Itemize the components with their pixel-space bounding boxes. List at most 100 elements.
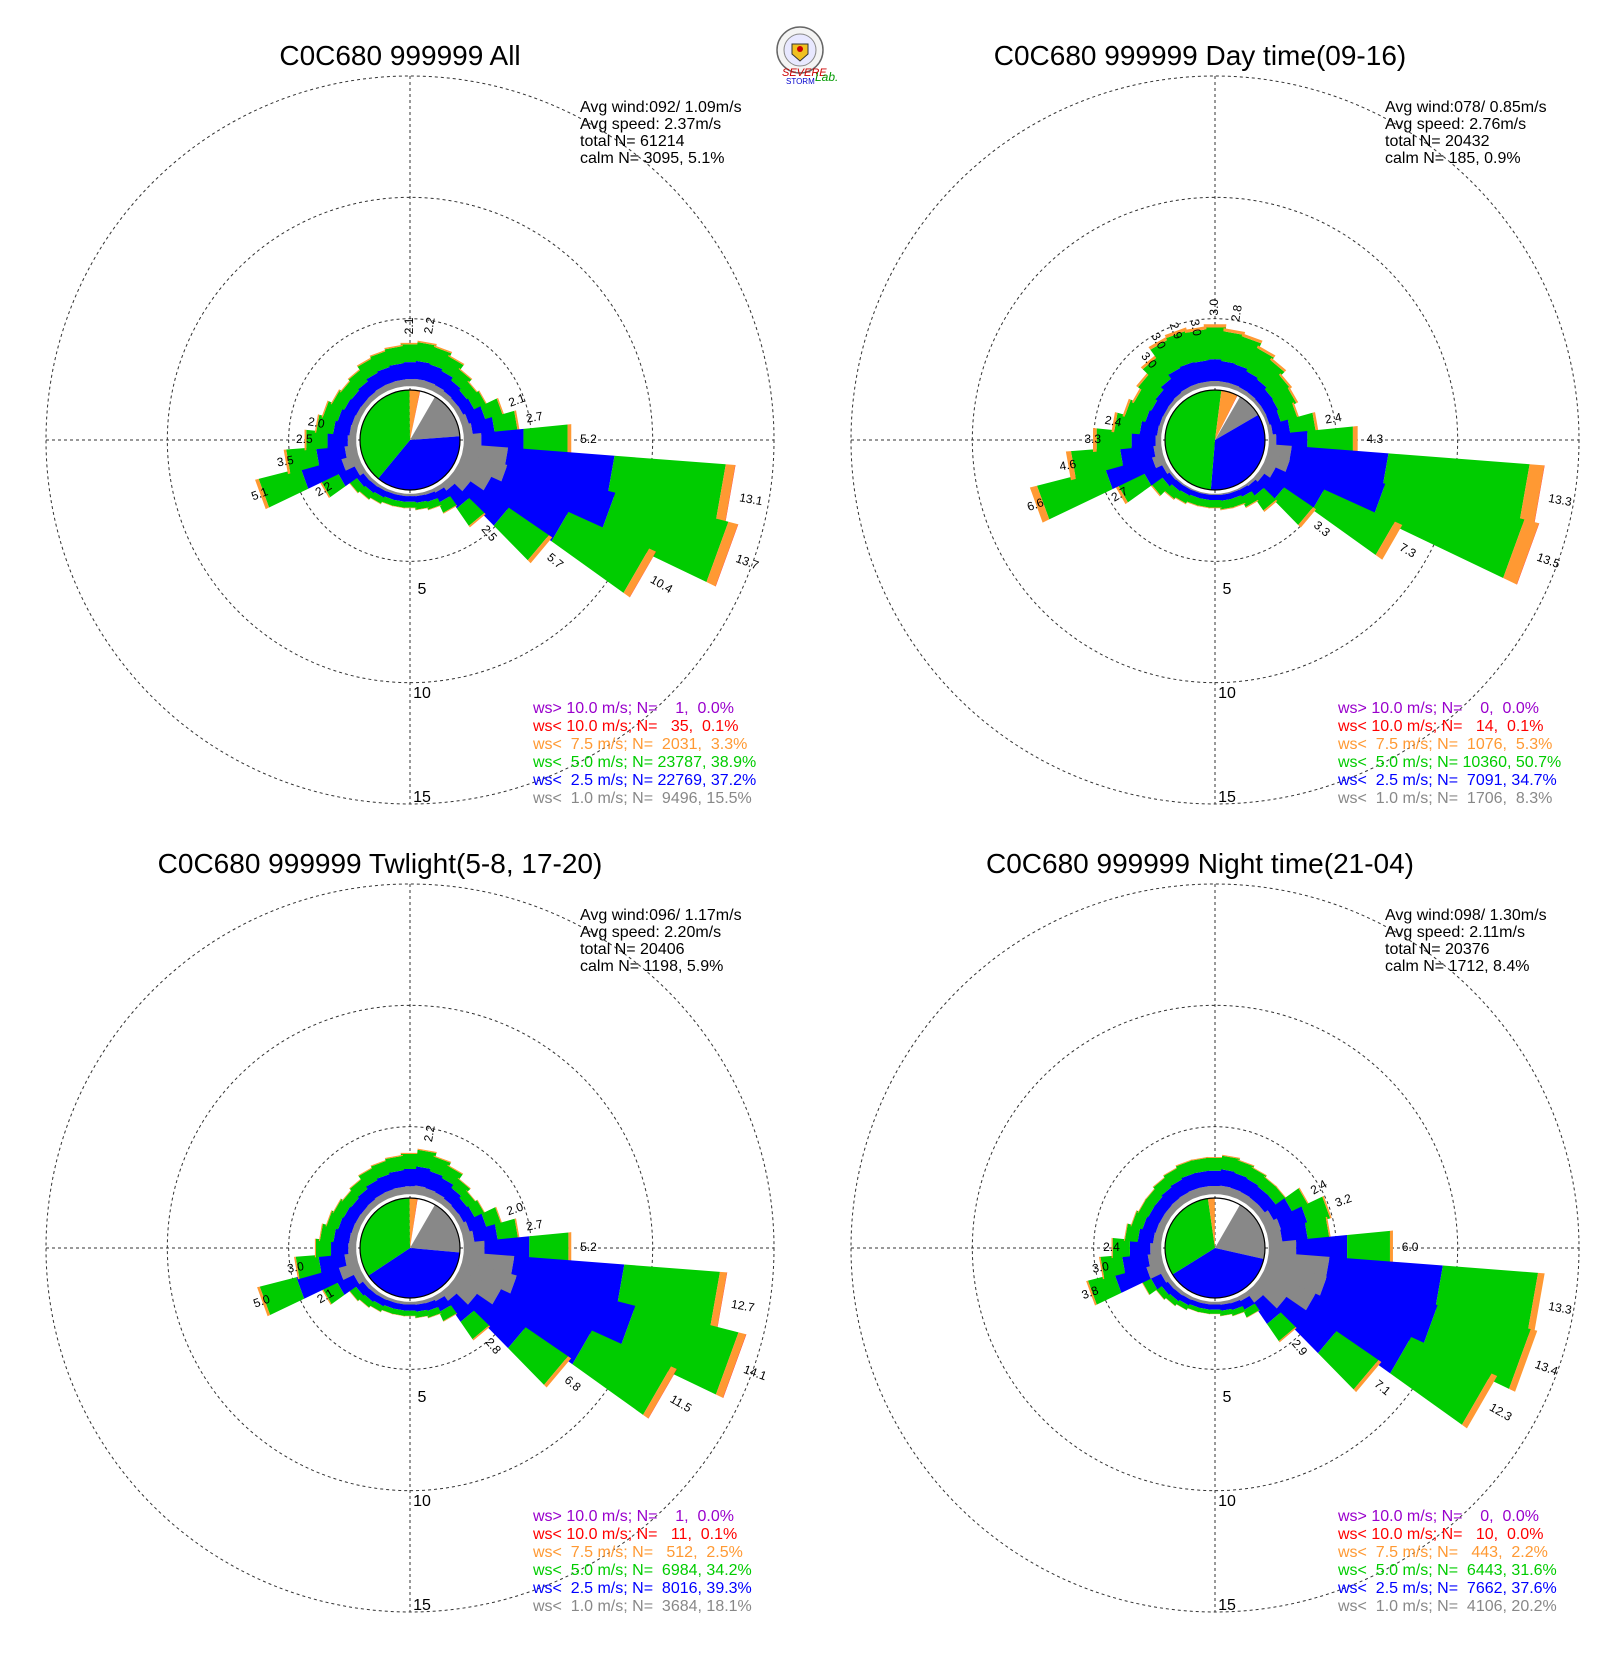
bar-segment-lt1: [385, 1296, 397, 1304]
bar-label: 5.2: [580, 432, 597, 446]
bar-segment-lt5: [460, 1310, 490, 1340]
bar-segment-lt75: [294, 1256, 300, 1280]
bar-segment-lt5: [319, 1223, 337, 1243]
bar-segment-lt1: [1219, 381, 1231, 388]
bar-label: 12.7: [730, 1297, 756, 1315]
bar-segment-lt75: [1220, 507, 1234, 511]
avg-wind-text: Avg wind:078/ 0.85m/s: [1385, 99, 1547, 116]
bar-segment-lt5: [1137, 373, 1165, 400]
bar-segment-lt1: [1219, 1185, 1232, 1196]
pie-slice-lt75: [409, 1198, 418, 1248]
bar-segment-lt1: [1263, 415, 1271, 427]
bar-segment-lt25: [445, 483, 470, 509]
bar-label: 6.6: [1025, 495, 1046, 514]
bar-segment-lt75: [358, 1298, 370, 1308]
bar-segment-lt75: [1322, 1195, 1332, 1219]
bar-segment-lt75: [391, 1313, 405, 1317]
bar-segment-lt75: [448, 354, 465, 366]
bar-label: 7.3: [1397, 540, 1419, 561]
bar-segment-lt75: [1190, 1156, 1209, 1161]
bar-segment-lt75: [1503, 519, 1540, 585]
bar-segment-lt1: [432, 384, 446, 397]
bar-segment-lt10: [1533, 465, 1545, 529]
bar-segment-lt5: [1070, 447, 1124, 479]
bar-segment-lt75: [1275, 1185, 1288, 1200]
bar-segment-lt1: [1180, 386, 1193, 397]
pie-slice-lt25: [1210, 414, 1265, 491]
bar-segment-lt1: [354, 462, 367, 476]
bar-segment-lt5: [1304, 1217, 1330, 1241]
bar-segment-lt75: [478, 390, 488, 406]
bar-segment-lt25: [1256, 473, 1285, 500]
ring-label: 15: [413, 1597, 431, 1614]
bar-segment-lt5: [480, 398, 504, 421]
avg-speed-text: Avg speed: 2.76m/s: [1385, 116, 1526, 133]
bar-segment-lt1: [440, 390, 453, 403]
bar-segment-lt1: [462, 444, 509, 467]
bar-segment-lt25: [1284, 459, 1386, 516]
pie-slice-lt10: [410, 390, 421, 440]
bar-segment-lt1: [353, 1270, 367, 1285]
bar-segment-lt1: [440, 1198, 453, 1211]
bar-segment-lt5: [1234, 336, 1262, 370]
bar-segment-lt25: [1131, 431, 1156, 449]
pie-slice-lt1: [1215, 1204, 1265, 1260]
bar-label: 3.3: [1084, 432, 1101, 446]
bar-segment-lt5: [1185, 494, 1200, 506]
bar-segment-lt75: [476, 1199, 486, 1214]
legend-item-lt25: ws< 2.5 m/s; N= 8016, 39.3%: [532, 1580, 752, 1597]
bar-segment-lt1: [1181, 1291, 1193, 1301]
bar-segment-lt25: [389, 1170, 406, 1189]
bar-segment-lt25: [389, 363, 406, 382]
bar-segment-lt1: [1168, 470, 1178, 481]
bar-label: 6.8: [562, 1373, 584, 1395]
bar-segment-lt5: [426, 1306, 442, 1318]
bar-segment-lt1: [368, 1285, 380, 1296]
logo-text-top: SEVERE: [782, 67, 827, 79]
bar-segment-lt75: [1298, 507, 1317, 528]
bar-label: 3.5: [276, 453, 295, 470]
total-n-text: total N= 20376: [1385, 941, 1490, 958]
legend-item-lt10: ws< 10.0 m/s; N= 14, 0.1%: [1337, 718, 1543, 735]
bar-segment-lt1: [1237, 1291, 1250, 1302]
bar-segment-lt75: [514, 1218, 520, 1240]
bar-segment-lt5: [1142, 356, 1173, 388]
bar-segment-lt25: [1188, 1299, 1201, 1308]
pie-slice-lt10: [1215, 395, 1238, 440]
bar-segment-lt75: [314, 1238, 316, 1258]
bar-segment-lt25: [1280, 1222, 1309, 1243]
bar-segment-lt1: [447, 470, 471, 493]
bar-segment-lt25: [1198, 1302, 1211, 1310]
bar-segment-lt75: [623, 548, 656, 598]
bar-segment-lt1: [355, 1213, 367, 1226]
bar-segment-lt1: [1209, 493, 1221, 495]
bar-segment-lt75: [1461, 1373, 1498, 1429]
bar-segment-lt1: [355, 405, 367, 418]
bar-segment-lt75: [283, 449, 291, 475]
bar-segment-lt75: [1186, 1307, 1199, 1313]
bar-segment-lt1: [458, 453, 508, 484]
bar-segment-lt5: [1124, 1223, 1141, 1243]
bar-segment-lt75: [715, 1332, 747, 1398]
bar-segment-lt5: [1124, 399, 1151, 423]
bar-segment-lt5: [1382, 453, 1530, 525]
bar-segment-lt25: [402, 362, 418, 380]
bar-segment-lt75: [447, 1164, 464, 1175]
bar-segment-lt1: [403, 1186, 417, 1195]
legend-item-lt25: ws< 2.5 m/s; N= 7091, 34.7%: [1337, 772, 1557, 789]
bar-segment-lt1: [1219, 1300, 1231, 1306]
pie-slice-lt1: [410, 1204, 461, 1253]
bar-segment-lt5: [438, 496, 457, 513]
bar-segment-lt75: [348, 1289, 359, 1302]
bar-segment-lt5: [1422, 1305, 1531, 1389]
bar-segment-lt75: [514, 410, 520, 432]
bar-label: 3.0: [1207, 299, 1221, 316]
bar-segment-lt25: [465, 406, 486, 425]
bar-segment-lt25: [377, 366, 395, 386]
bar-segment-lt5: [1264, 374, 1291, 400]
pie-slice-lt5: [360, 1198, 410, 1276]
bar-segment-lt5: [1190, 1157, 1210, 1174]
bar-segment-lt1: [348, 1241, 357, 1255]
bar-segment-lt5: [572, 1330, 671, 1415]
bar-segment-lt1: [453, 1270, 502, 1307]
